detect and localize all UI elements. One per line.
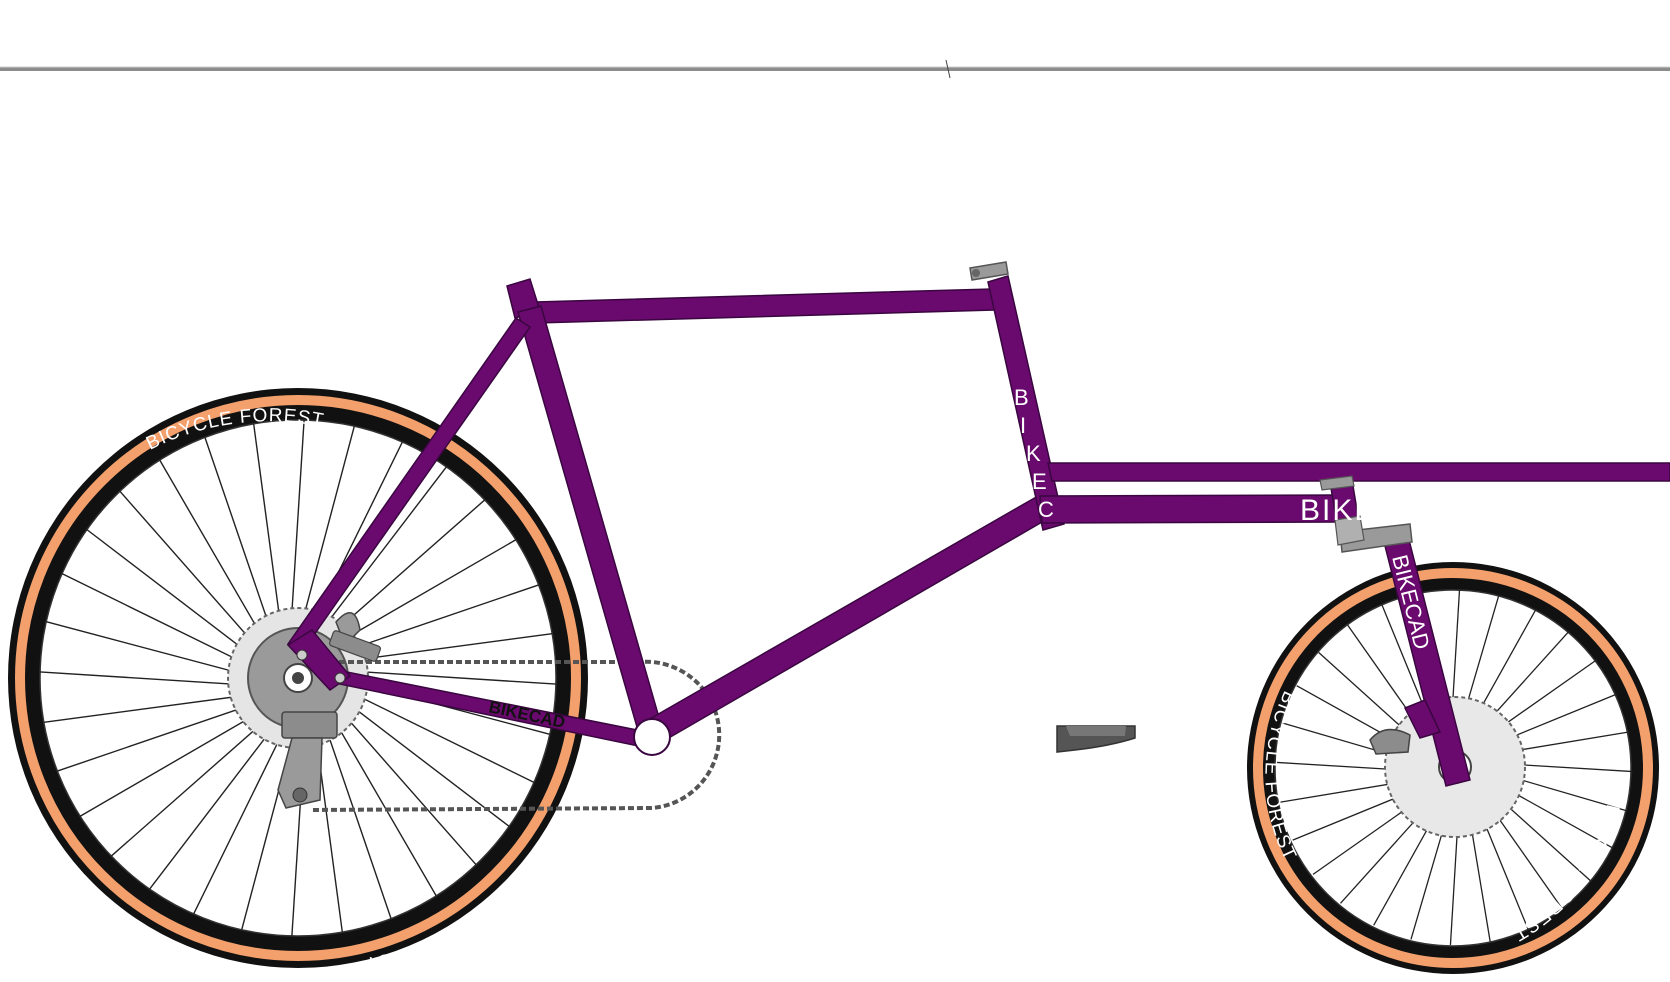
bike-frame: [286, 275, 1670, 787]
spoke: [319, 711, 392, 919]
spoke: [110, 710, 277, 857]
spoke: [336, 685, 535, 783]
spoke: [334, 692, 510, 827]
spoke: [86, 529, 262, 664]
upper-boom: [1047, 462, 1670, 482]
spoke: [337, 669, 556, 685]
spoke: [297, 426, 355, 639]
rear-wheel: BICYCLE FOREST BICYCLE FOREST: [8, 388, 588, 974]
top-tube: [534, 288, 995, 324]
seatpost-clamp: [969, 261, 1009, 281]
front-brake-caliper: [1369, 728, 1411, 755]
down-tube: [647, 494, 1050, 745]
lower-boom: [1039, 494, 1341, 524]
headset: [1319, 475, 1413, 553]
spoke: [330, 699, 477, 866]
spoke: [193, 716, 291, 915]
rear-dropout: [286, 629, 352, 691]
spoke: [289, 420, 305, 639]
ground-line: [0, 59, 1670, 79]
chain: [309, 659, 722, 812]
rear-brake-caliper: [329, 612, 381, 662]
pedal: [1056, 725, 1136, 753]
spoke: [149, 714, 284, 890]
spoke: [46, 621, 259, 679]
head-tube: [987, 275, 1065, 531]
spoke: [204, 437, 277, 645]
bottom-bracket: [633, 718, 671, 756]
fork-brake-mount: [1403, 699, 1442, 739]
spoke: [79, 705, 271, 817]
rear-tire-sidewall: [15, 395, 581, 961]
spoke: [40, 671, 259, 687]
head-tube-decal: BIKE: [1300, 494, 1376, 527]
front-tire-sidewall: [1253, 568, 1653, 968]
spoke: [325, 705, 437, 897]
spoke: [43, 692, 262, 724]
spoke: [312, 466, 447, 642]
spoke: [61, 573, 260, 671]
spoke: [252, 423, 284, 642]
spoke: [57, 699, 265, 772]
spoke: [159, 459, 271, 651]
rear-derailleur: [277, 711, 338, 809]
spoke: [119, 490, 266, 657]
